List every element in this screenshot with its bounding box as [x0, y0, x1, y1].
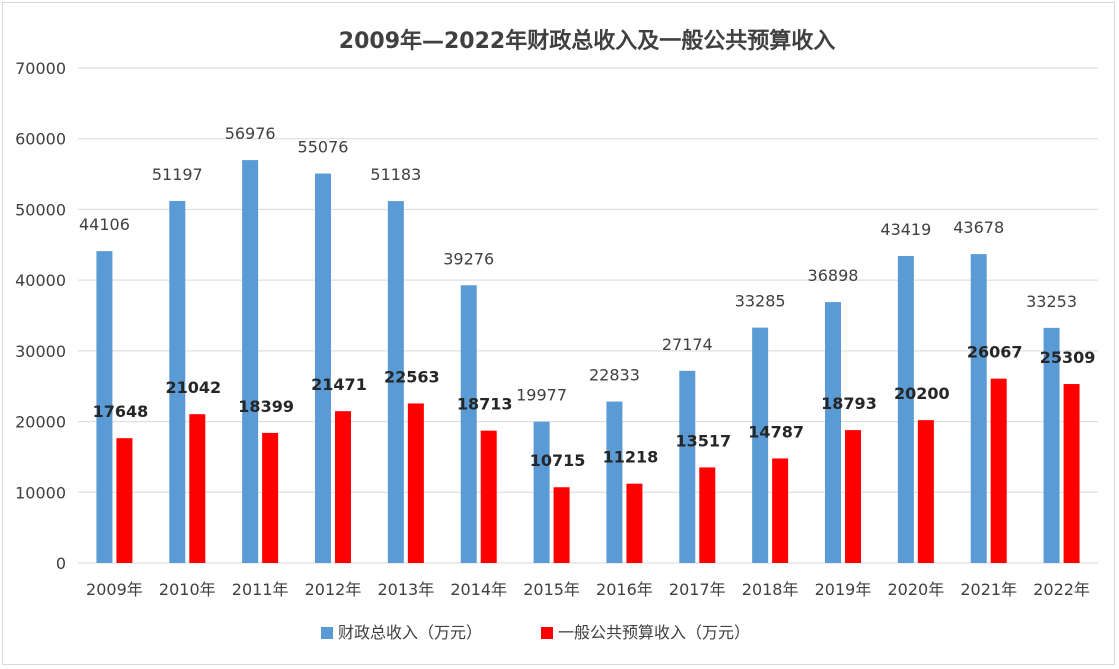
data-label-budget-revenue: 18713 — [457, 395, 513, 414]
x-tick-label: 2011年 — [232, 580, 289, 599]
x-tick-label: 2014年 — [450, 580, 507, 599]
x-tick-label: 2009年 — [86, 580, 143, 599]
y-tick-label: 0 — [56, 554, 66, 573]
x-tick-label: 2018年 — [742, 580, 799, 599]
data-label-total-revenue: 44106 — [79, 215, 130, 234]
bar-budget-revenue — [335, 411, 351, 563]
x-tick-label: 2017年 — [669, 580, 726, 599]
data-label-total-revenue: 43419 — [880, 220, 931, 239]
bar-budget-revenue — [917, 420, 934, 563]
bar-total-revenue — [169, 200, 186, 564]
bar-total-revenue — [825, 302, 841, 563]
data-label-total-revenue: 56976 — [225, 124, 276, 143]
data-label-budget-revenue: 25309 — [1040, 348, 1096, 367]
data-label-total-revenue: 33253 — [1026, 292, 1077, 311]
data-label-budget-revenue: 14787 — [748, 422, 804, 441]
bar-total-revenue — [315, 173, 331, 563]
data-labels: 44106 17648 51197 21042 56976 18399 55076 21471… — [79, 124, 1095, 470]
legend-swatch-budget-revenue — [541, 627, 553, 639]
legend-label-total-revenue: 财政总收入（万元） — [338, 623, 482, 642]
bar-total-revenue — [1043, 327, 1060, 563]
data-label-budget-revenue: 13517 — [675, 431, 731, 450]
y-tick-label: 10000 — [15, 483, 66, 502]
bar-budget-revenue — [262, 432, 279, 563]
data-label-total-revenue: 33285 — [735, 292, 786, 311]
data-label-budget-revenue: 21471 — [311, 375, 367, 394]
data-label-budget-revenue: 21042 — [165, 378, 221, 397]
bar-budget-revenue — [990, 378, 1007, 563]
data-label-budget-revenue: 20200 — [894, 384, 950, 403]
data-label-total-revenue: 39276 — [443, 249, 494, 268]
y-tick-label: 70000 — [15, 59, 66, 78]
y-tick-label: 40000 — [15, 271, 66, 290]
bar-budget-revenue — [553, 487, 570, 563]
legend: 财政总收入（万元） 一般公共预算收入（万元） — [321, 623, 750, 642]
y-tick-label: 50000 — [15, 200, 66, 219]
bar-budget-revenue — [699, 467, 716, 563]
data-label-total-revenue: 51197 — [152, 165, 203, 184]
y-tick-label: 30000 — [15, 342, 66, 361]
x-axis: 2009年 2010年 2011年 2012年 2013年 2014年 2015年 2016年… — [86, 580, 1090, 599]
chart-title: 2009年—2022年财政总收入及一般公共预算收入 — [339, 28, 835, 54]
x-tick-label: 2019年 — [815, 580, 872, 599]
data-label-budget-revenue: 17648 — [93, 402, 149, 421]
data-label-total-revenue: 51183 — [370, 165, 421, 184]
bar-total-revenue — [606, 401, 623, 563]
data-label-total-revenue: 22833 — [589, 366, 640, 385]
bar-total-revenue — [970, 254, 987, 563]
data-label-budget-revenue: 18399 — [238, 397, 294, 416]
y-tick-label: 20000 — [15, 413, 66, 432]
x-tick-label: 2010年 — [159, 580, 216, 599]
bar-total-revenue — [96, 251, 113, 563]
bar-budget-revenue — [407, 403, 424, 563]
x-tick-label: 2012年 — [305, 580, 362, 599]
legend-label-budget-revenue: 一般公共预算收入（万元） — [558, 623, 750, 642]
bar-budget-revenue — [845, 430, 861, 563]
bar-budget-revenue — [116, 438, 133, 563]
bar-total-revenue — [752, 327, 769, 563]
data-label-budget-revenue: 18793 — [821, 394, 877, 413]
y-tick-label: 60000 — [15, 130, 66, 149]
x-tick-label: 2015年 — [523, 580, 580, 599]
bar-budget-revenue — [189, 414, 206, 563]
bar-budget-revenue — [772, 458, 789, 563]
bar-total-revenue — [242, 160, 259, 564]
x-tick-label: 2016年 — [596, 580, 653, 599]
bar-budget-revenue — [626, 483, 643, 563]
data-label-budget-revenue: 22563 — [384, 367, 440, 386]
y-axis: 0 10000 20000 30000 40000 50000 60000 70000 — [15, 59, 66, 573]
bar-budget-revenue — [480, 430, 497, 563]
legend-swatch-total-revenue — [321, 627, 333, 639]
data-label-total-revenue: 36898 — [808, 266, 859, 285]
x-tick-label: 2020年 — [887, 580, 944, 599]
bar-total-revenue — [533, 421, 550, 563]
bar-total-revenue — [460, 285, 477, 563]
data-label-total-revenue: 19977 — [516, 386, 567, 405]
data-label-budget-revenue: 26067 — [967, 343, 1023, 362]
x-tick-label: 2021年 — [960, 580, 1017, 599]
x-tick-label: 2022年 — [1033, 580, 1090, 599]
data-label-total-revenue: 27174 — [662, 335, 713, 354]
x-tick-label: 2013年 — [377, 580, 434, 599]
bar-total-revenue — [387, 201, 404, 564]
data-label-total-revenue: 43678 — [953, 218, 1004, 237]
data-label-budget-revenue: 10715 — [530, 451, 586, 470]
bar-total-revenue — [679, 370, 696, 563]
bar-budget-revenue — [1063, 384, 1080, 563]
bars — [96, 160, 1080, 564]
data-label-total-revenue: 55076 — [298, 138, 349, 157]
data-label-budget-revenue: 11218 — [603, 448, 659, 467]
bar-total-revenue — [897, 255, 914, 563]
